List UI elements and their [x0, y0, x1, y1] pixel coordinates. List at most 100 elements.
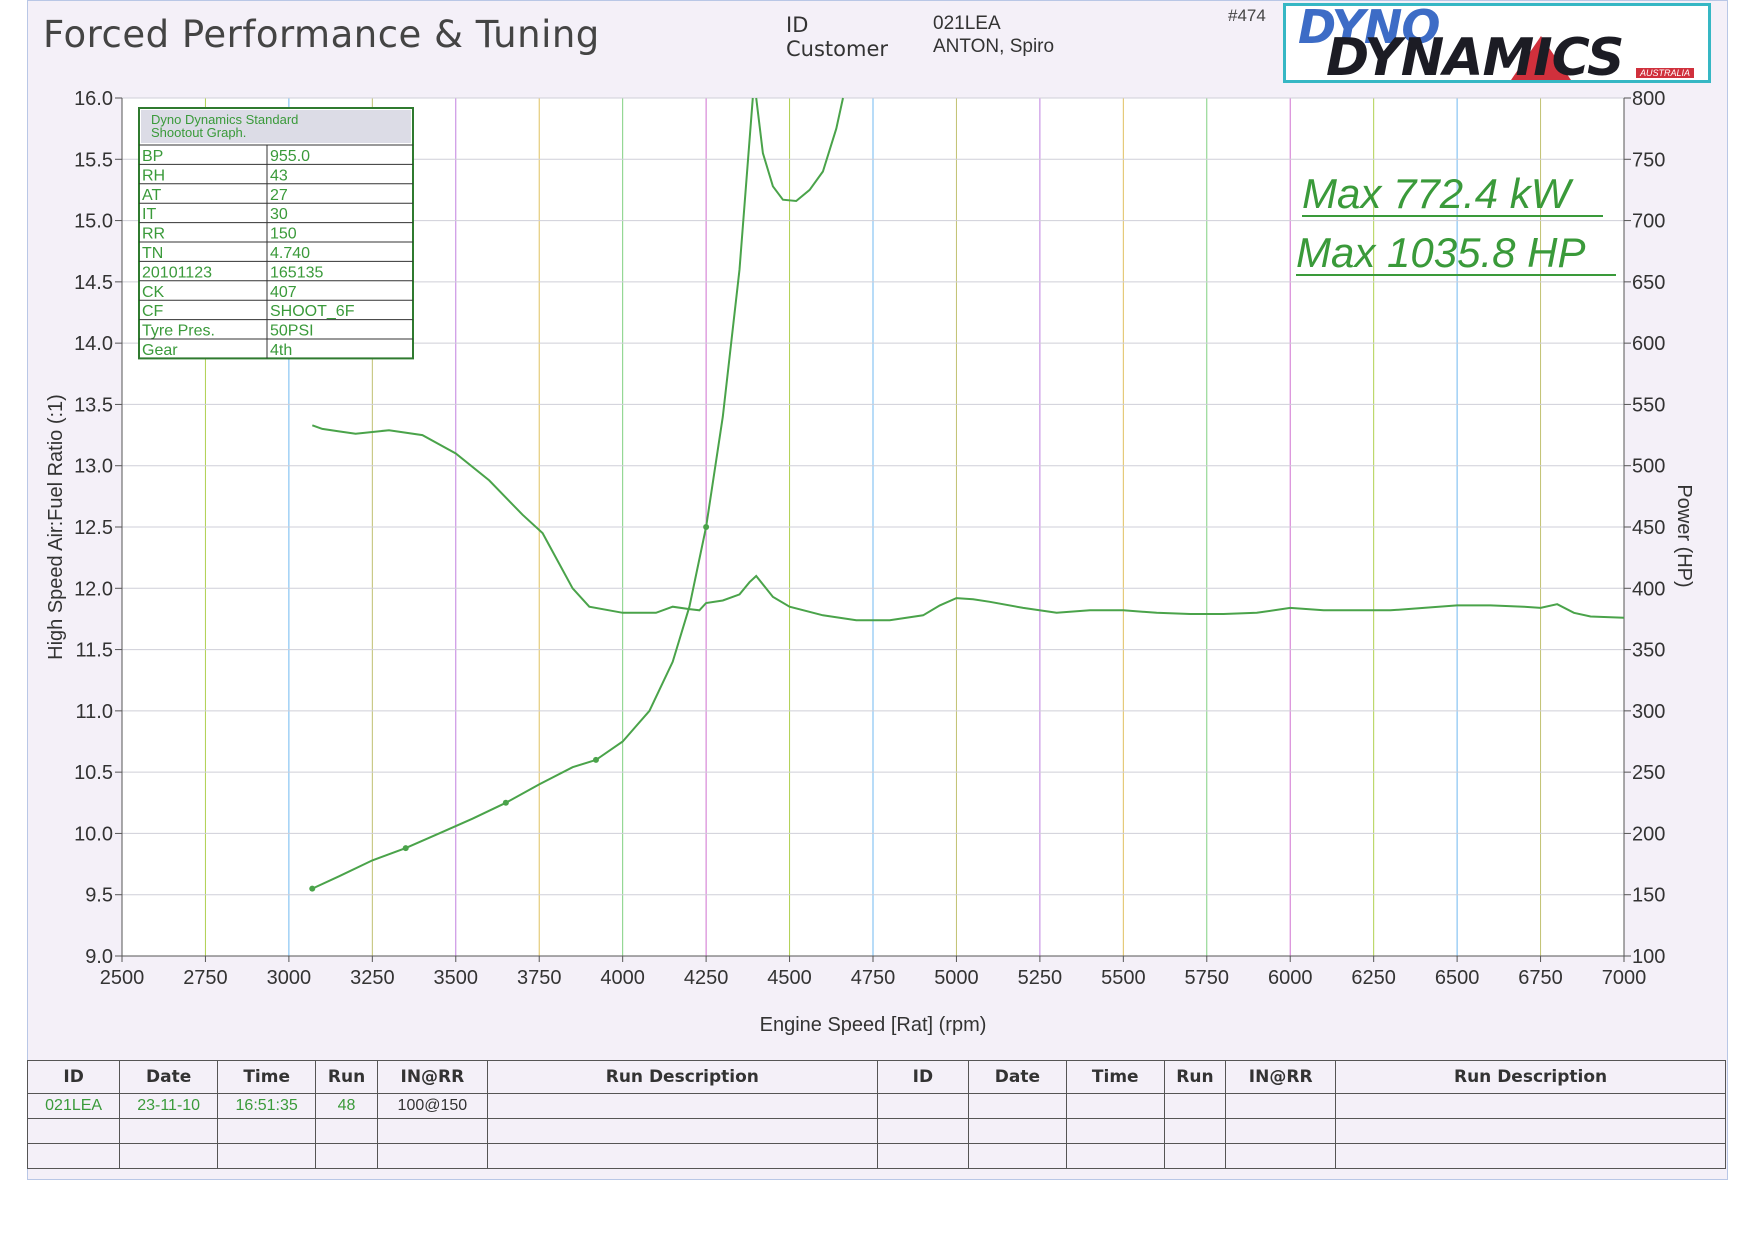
- x-tick-label: 4000: [600, 967, 645, 989]
- settings-key: IT: [142, 206, 156, 223]
- y-left-tick-label: 12.0: [74, 578, 113, 600]
- x-tick-label: 2750: [183, 967, 228, 989]
- cell: [315, 1118, 378, 1144]
- settings-title-line1: Dyno Dynamics Standard: [151, 112, 298, 127]
- y-right-tick-label: 550: [1632, 394, 1665, 416]
- y-right-tick-label: 150: [1632, 885, 1665, 907]
- header-run-description-2: Run Description: [1335, 1060, 1726, 1094]
- header-date: Date: [119, 1060, 219, 1094]
- y-left-tick-label: 11.5: [76, 640, 113, 662]
- run-table: ID Date Time Run IN@RR Run Description I…: [26, 1060, 1726, 1169]
- cell: [1163, 1093, 1227, 1119]
- y-left-tick-label: 16.0: [74, 88, 113, 110]
- cell: [1335, 1118, 1726, 1144]
- x-tick-label: 3000: [267, 967, 312, 989]
- settings-box-title-bg: [141, 110, 411, 143]
- id-label: ID: [786, 13, 809, 37]
- sheet-header: Forced Performance & Tuning ID 021LEA Cu…: [28, 1, 1727, 85]
- settings-value: 43: [270, 167, 288, 184]
- run-table-header: ID Date Time Run IN@RR Run Description I…: [26, 1060, 1726, 1094]
- y-left-tick-label: 10.5: [74, 762, 113, 784]
- y-right-tick-label: 350: [1632, 640, 1665, 662]
- settings-value: 4.740: [270, 245, 310, 262]
- settings-key: CF: [142, 303, 164, 320]
- header-inrr: IN@RR: [376, 1060, 488, 1094]
- settings-value: 30: [270, 206, 288, 223]
- settings-value: 407: [270, 284, 297, 301]
- y-left-tick-label: 14.5: [74, 272, 113, 294]
- y-left-tick-label: 15.0: [74, 211, 113, 233]
- cell: [1065, 1093, 1165, 1119]
- cell: [876, 1093, 970, 1119]
- x-tick-label: 7000: [1602, 967, 1647, 989]
- y-right-tick-label: 300: [1632, 701, 1665, 723]
- cell: [376, 1118, 488, 1144]
- y-left-tick-label: 10.0: [74, 823, 113, 845]
- series-line-1: [755, 97, 844, 203]
- header-run-2: Run: [1163, 1060, 1227, 1094]
- y-left-tick-label: 13.5: [74, 394, 113, 416]
- x-tick-label: 5750: [1185, 967, 1230, 989]
- y-right-tick-label: 650: [1632, 272, 1665, 294]
- settings-value: 150: [270, 226, 297, 243]
- header-date-2: Date: [968, 1060, 1067, 1094]
- x-tick-label: 4500: [767, 967, 812, 989]
- settings-value: 955.0: [270, 148, 310, 165]
- y-left-tick-label: 15.5: [74, 149, 113, 171]
- customer-value: ANTON, Spiro: [933, 36, 1055, 57]
- x-tick-label: 4750: [851, 967, 896, 989]
- cell: 100@150: [376, 1093, 488, 1119]
- x-tick-label: 6750: [1518, 967, 1563, 989]
- cell: 16:51:35: [217, 1093, 317, 1119]
- x-tick-label: 5000: [934, 967, 979, 989]
- header-inrr-2: IN@RR: [1225, 1060, 1337, 1094]
- y-left-tick-label: 9.0: [85, 946, 113, 968]
- header-id: ID: [26, 1060, 121, 1094]
- header-id-2: ID: [876, 1060, 970, 1094]
- y-left-tick-label: 9.5: [85, 885, 113, 907]
- x-tick-label: 3500: [434, 967, 479, 989]
- y-right-tick-label: 200: [1632, 823, 1665, 845]
- sheet-number: #474: [1228, 6, 1266, 25]
- settings-key: AT: [142, 187, 161, 204]
- cell: [876, 1118, 970, 1144]
- y-right-tick-label: 250: [1632, 762, 1665, 784]
- x-tick-label: 4250: [684, 967, 729, 989]
- settings-key: RR: [142, 226, 165, 243]
- settings-value: 165135: [270, 264, 323, 281]
- data-point: [309, 885, 316, 892]
- settings-value: 27: [270, 187, 288, 204]
- cell: [26, 1118, 121, 1144]
- header-time-2: Time: [1065, 1060, 1165, 1094]
- shop-title: Forced Performance & Tuning: [43, 13, 600, 56]
- settings-key: CK: [142, 284, 165, 301]
- x-tick-label: 5500: [1101, 967, 1146, 989]
- settings-key: Tyre Pres.: [142, 323, 215, 340]
- y-left-tick-label: 11.0: [76, 701, 113, 723]
- axes: 2500 2750 3000 3250 3500 3750 4000 4250 4500 4750…: [74, 88, 1665, 989]
- settings-key: Gear: [142, 342, 178, 359]
- cell: [486, 1093, 878, 1119]
- settings-key: TN: [142, 245, 163, 262]
- cell: [1065, 1118, 1165, 1144]
- y-left-tick-label: 12.5: [74, 517, 113, 539]
- cell: 48: [315, 1093, 378, 1119]
- x-tick-label: 6250: [1351, 967, 1396, 989]
- settings-value: 50PSI: [270, 323, 314, 340]
- settings-title-line2: Shootout Graph.: [151, 125, 246, 140]
- y-right-tick-label: 100: [1632, 946, 1665, 968]
- data-point: [703, 524, 710, 530]
- y-left-tick-label: 13.0: [74, 456, 113, 478]
- logo-line2: DYNAMICS: [1326, 28, 1624, 83]
- y-right-tick-label: 500: [1632, 456, 1665, 478]
- max-hp-label: Max 1035.8 HP: [1296, 229, 1586, 276]
- y-right-tick-label: 800: [1632, 88, 1665, 110]
- data-point: [502, 799, 509, 806]
- header-run-description: Run Description: [486, 1060, 878, 1094]
- cell: [1335, 1093, 1726, 1119]
- x-tick-label: 6500: [1435, 967, 1480, 989]
- table-row: [26, 1118, 1726, 1144]
- x-tick-label: 6000: [1268, 967, 1313, 989]
- cell: [1225, 1118, 1337, 1144]
